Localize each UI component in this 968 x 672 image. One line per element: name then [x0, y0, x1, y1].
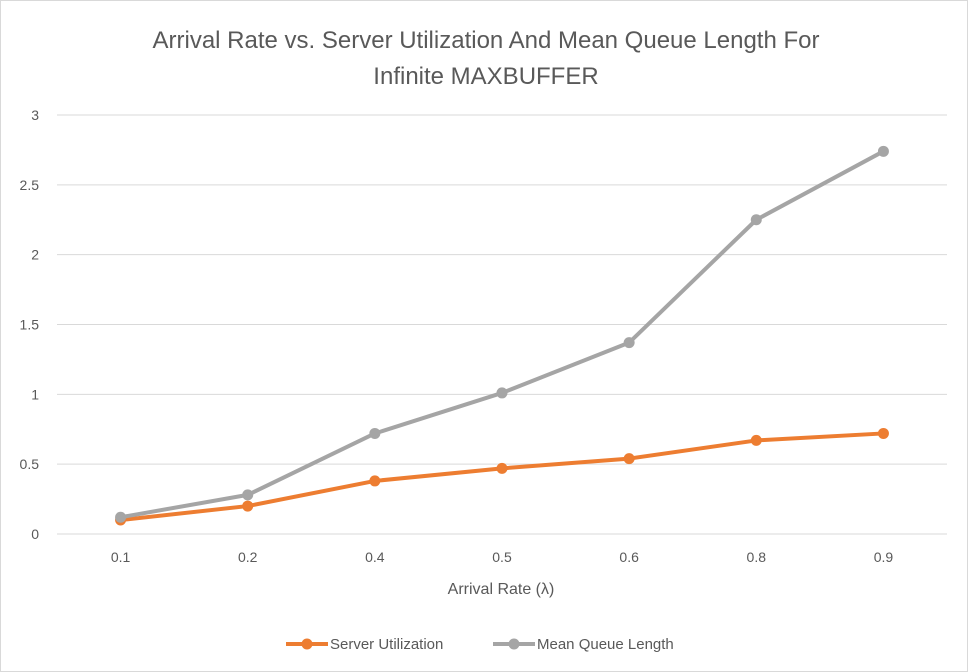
- legend-label-mean-queue-length: Mean Queue Length: [537, 636, 674, 653]
- x-tick-label: 0.4: [365, 549, 385, 565]
- x-tick-label: 0.9: [874, 549, 894, 565]
- data-point-server-utilization: [242, 500, 254, 512]
- x-tick-label: 0.2: [238, 549, 258, 565]
- y-tick-label: 2: [31, 247, 39, 263]
- y-tick-label: 0.5: [20, 456, 40, 472]
- x-axis-ticks: 0.1 0.2 0.4 0.5 0.6 0.8 0.9: [111, 549, 894, 565]
- data-point-mean-queue-length: [623, 337, 635, 349]
- y-tick-label: 3: [31, 107, 39, 123]
- chart-title-line-1: Arrival Rate vs. Server Utilization And …: [153, 27, 820, 54]
- series-server-utilization: [115, 427, 889, 526]
- data-point-server-utilization: [877, 427, 889, 439]
- data-point-mean-queue-length: [369, 427, 381, 439]
- data-point-mean-queue-length: [242, 489, 254, 501]
- data-point-mean-queue-length: [496, 387, 508, 399]
- legend-label-server-utilization: Server Utilization: [330, 636, 443, 653]
- y-tick-label: 0: [31, 526, 39, 542]
- x-tick-label: 0.5: [492, 549, 512, 565]
- series-lines: [115, 145, 889, 526]
- legend-marker-server-utilization: [301, 638, 313, 650]
- legend-item-server-utilization: Server Utilization: [286, 636, 443, 653]
- y-tick-label: 1: [31, 386, 39, 402]
- legend-item-mean-queue-length: Mean Queue Length: [493, 636, 674, 653]
- series-line-mean-queue-length: [118, 149, 886, 520]
- data-point-mean-queue-length: [750, 214, 762, 226]
- data-point-mean-queue-length: [877, 145, 889, 157]
- legend-marker-mean-queue-length: [508, 638, 520, 650]
- data-point-server-utilization: [496, 462, 508, 474]
- x-tick-label: 0.6: [619, 549, 639, 565]
- data-point-server-utilization: [750, 434, 762, 446]
- series-line-server-utilization: [118, 431, 886, 523]
- data-point-mean-queue-length: [115, 511, 127, 523]
- x-tick-label: 0.1: [111, 549, 131, 565]
- chart-title-line-2: Infinite MAXBUFFER: [373, 63, 598, 90]
- data-point-server-utilization: [623, 453, 635, 465]
- x-axis-label: Arrival Rate (λ): [448, 581, 555, 598]
- series-mean-queue-length: [115, 145, 889, 523]
- x-tick-label: 0.8: [747, 549, 767, 565]
- legend: Server Utilization Mean Queue Length: [286, 636, 674, 653]
- data-point-server-utilization: [369, 475, 381, 487]
- y-tick-label: 2.5: [20, 177, 40, 193]
- y-axis-ticks: 0 0.5 1 1.5 2 2.5 3: [20, 107, 40, 542]
- y-tick-label: 1.5: [20, 317, 40, 333]
